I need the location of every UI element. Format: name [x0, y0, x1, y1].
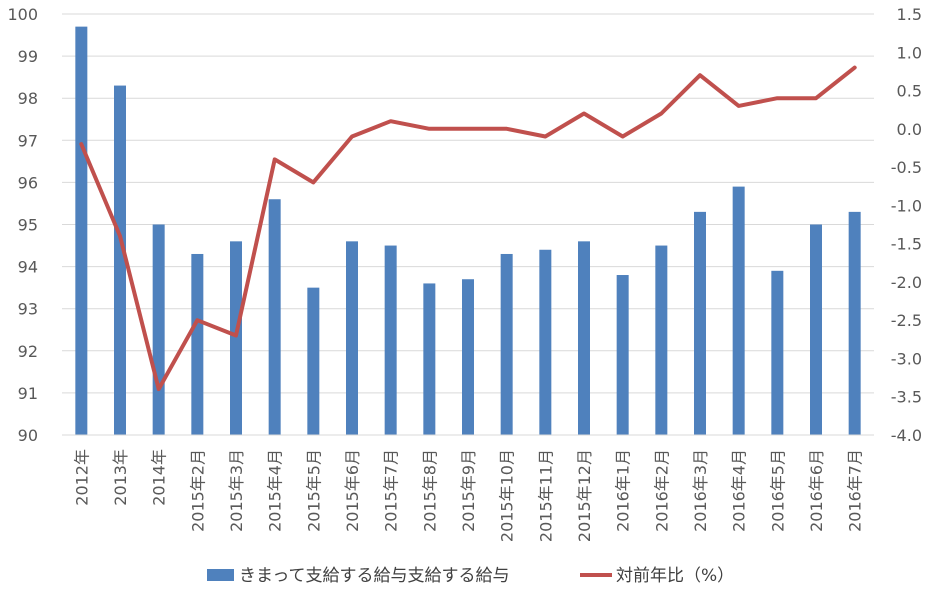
right-tick-label: -1.0: [891, 196, 922, 215]
right-tick-label: 1.0: [897, 43, 922, 62]
bar: [462, 279, 474, 435]
bar: [191, 253, 204, 435]
bar: [230, 241, 242, 435]
x-tick-label: 2016年5月: [768, 449, 787, 532]
x-tick-label: 2016年4月: [730, 449, 749, 532]
x-tick-label: 2015年11月: [536, 449, 555, 542]
x-tick-label: 2015年6月: [343, 449, 362, 532]
left-tick-label: 98: [18, 89, 38, 108]
right-tick-label: -0.5: [891, 158, 922, 177]
bar: [75, 26, 88, 435]
left-tick-label: 97: [18, 131, 38, 150]
x-tick-label: 2015年10月: [498, 449, 517, 542]
bar-series: [75, 26, 861, 435]
right-tick-label: -1.5: [891, 235, 922, 254]
right-tick-label: -3.5: [891, 388, 922, 407]
bar: [810, 224, 822, 435]
legend-label-bar: きまって支給する給与支給する給与: [239, 566, 509, 586]
legend-label-line: 対前年比（%）: [616, 566, 734, 586]
x-tick-label: 2015年9月: [459, 449, 478, 532]
x-tick-label: 2015年5月: [304, 449, 323, 532]
bar: [307, 287, 320, 435]
x-tick-label: 2015年8月: [420, 449, 439, 532]
bar: [771, 270, 784, 435]
left-tick-label: 91: [18, 384, 38, 403]
right-tick-label: -3.0: [891, 349, 922, 368]
x-tick-label: 2016年6月: [807, 449, 826, 532]
bar: [694, 211, 706, 435]
legend-swatch-bar: [207, 569, 234, 581]
bar: [114, 85, 126, 435]
bar: [423, 283, 436, 435]
legend: きまって支給する給与支給する給与 対前年比（%）: [207, 566, 734, 586]
x-tick-label: 2016年1月: [614, 449, 633, 532]
bar: [384, 245, 397, 435]
bar: [152, 224, 165, 435]
right-tick-label: -4.0: [891, 426, 922, 445]
bar: [500, 253, 513, 435]
x-tick-label: 2016年2月: [652, 449, 671, 532]
series-line: [79, 65, 857, 392]
bar: [616, 275, 629, 435]
x-tick-label: 2016年7月: [846, 449, 865, 532]
left-tick-label: 95: [18, 216, 38, 235]
x-tick-label: 2015年2月: [188, 449, 207, 532]
x-tick-label: 2012年: [72, 449, 91, 506]
left-tick-label: 96: [18, 173, 38, 192]
left-axis: 90 91 92 93 94 95 96 97 98 99 100: [7, 5, 38, 445]
right-axis: -4.0 -3.5 -3.0 -2.5 -2.0 -1.5 -1.0 -0.5 0.0 0.5 1.…: [891, 5, 922, 445]
bar: [655, 245, 668, 435]
left-tick-label: 100: [7, 5, 38, 24]
x-tick-label: 2013年: [111, 449, 130, 506]
bar: [578, 241, 590, 435]
left-tick-label: 93: [18, 300, 38, 319]
x-tick-label: 2015年7月: [382, 449, 401, 532]
line-series: [79, 65, 857, 392]
right-tick-label: 0.5: [897, 82, 922, 101]
right-tick-label: 1.5: [897, 5, 922, 24]
bar: [732, 186, 745, 435]
right-tick-label: 0.0: [897, 120, 922, 139]
right-tick-label: -2.5: [891, 311, 922, 330]
x-tick-label: 2015年4月: [266, 449, 285, 532]
bar: [346, 241, 358, 435]
bar: [539, 249, 552, 435]
left-tick-label: 90: [18, 426, 38, 445]
x-tick-label: 2015年3月: [227, 449, 246, 532]
x-tick-label: 2016年3月: [691, 449, 710, 532]
left-tick-label: 92: [18, 342, 38, 361]
left-tick-label: 94: [18, 258, 38, 277]
x-tick-label: 2015年12月: [575, 449, 594, 542]
bar: [268, 199, 281, 435]
bar: [848, 211, 861, 435]
right-tick-label: -2.0: [891, 273, 922, 292]
x-axis: 2012年 2013年 2014年 2015年2月 2015年3月 2015年4月 2015…: [62, 434, 874, 542]
x-tick-label: 2014年: [150, 449, 169, 506]
left-tick-label: 99: [18, 47, 38, 66]
